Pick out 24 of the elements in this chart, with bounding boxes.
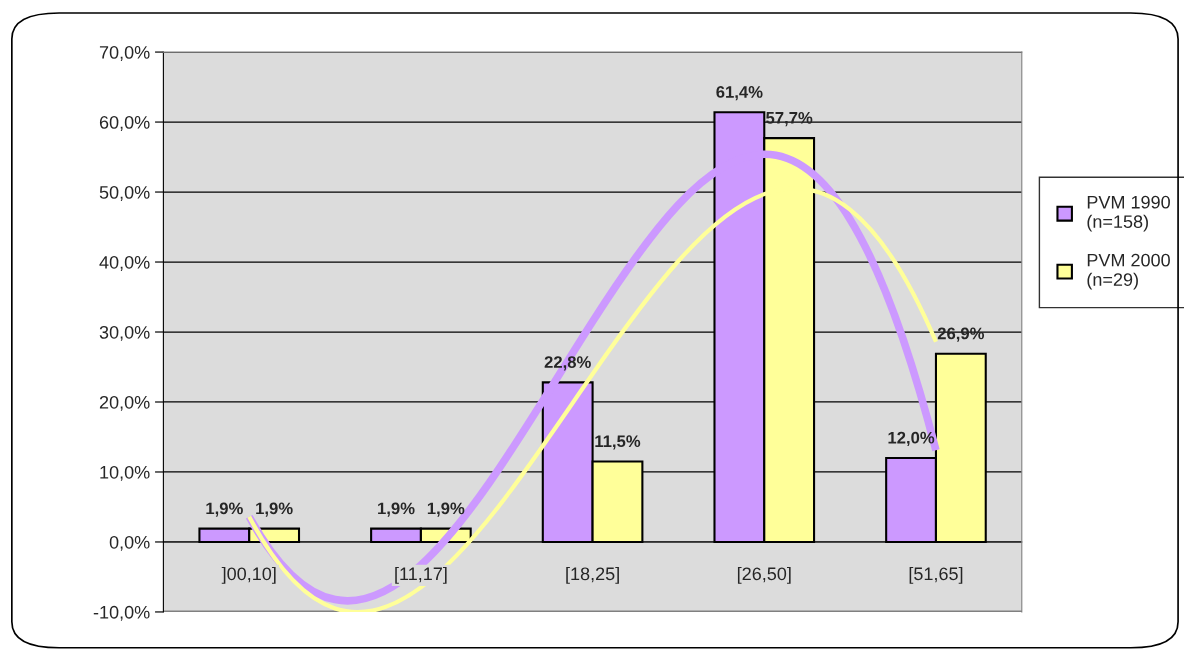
y-tick-label: 30,0%: [99, 325, 150, 341]
data-label: 1,9%: [256, 502, 293, 517]
y-tick-label: 0,0%: [109, 535, 150, 551]
y-tick-label: 60,0%: [99, 116, 150, 131]
data-label: 1,9%: [206, 502, 243, 517]
data-label: 11,5%: [595, 435, 641, 450]
data-label: 22,8%: [544, 356, 591, 371]
y-tick-label: 50,0%: [99, 185, 150, 201]
y-tick-label: -10,0%: [93, 605, 150, 621]
data-label: 1,9%: [427, 502, 465, 517]
y-tick-label: 70,0%: [99, 46, 150, 61]
x-tick-label: [51,65]: [909, 566, 963, 584]
x-tick-label: ]00,10]: [221, 566, 276, 584]
data-label: 1,9%: [378, 502, 415, 517]
y-tick-label: 40,0%: [99, 255, 150, 271]
legend-label: PVM 2000 (n=29): [1087, 253, 1170, 290]
legend-label: PVM 1990 (n=158): [1087, 195, 1170, 232]
y-tick-label: 10,0%: [100, 465, 150, 481]
x-tick-label: [18,25]: [566, 566, 619, 584]
x-tick-label: [26,50]: [737, 566, 791, 584]
y-tick-label: 20,0%: [99, 395, 150, 411]
data-label: 61,4%: [716, 86, 763, 101]
x-tick-label: [11,17]: [395, 566, 447, 584]
data-label: 12,0%: [888, 431, 935, 446]
